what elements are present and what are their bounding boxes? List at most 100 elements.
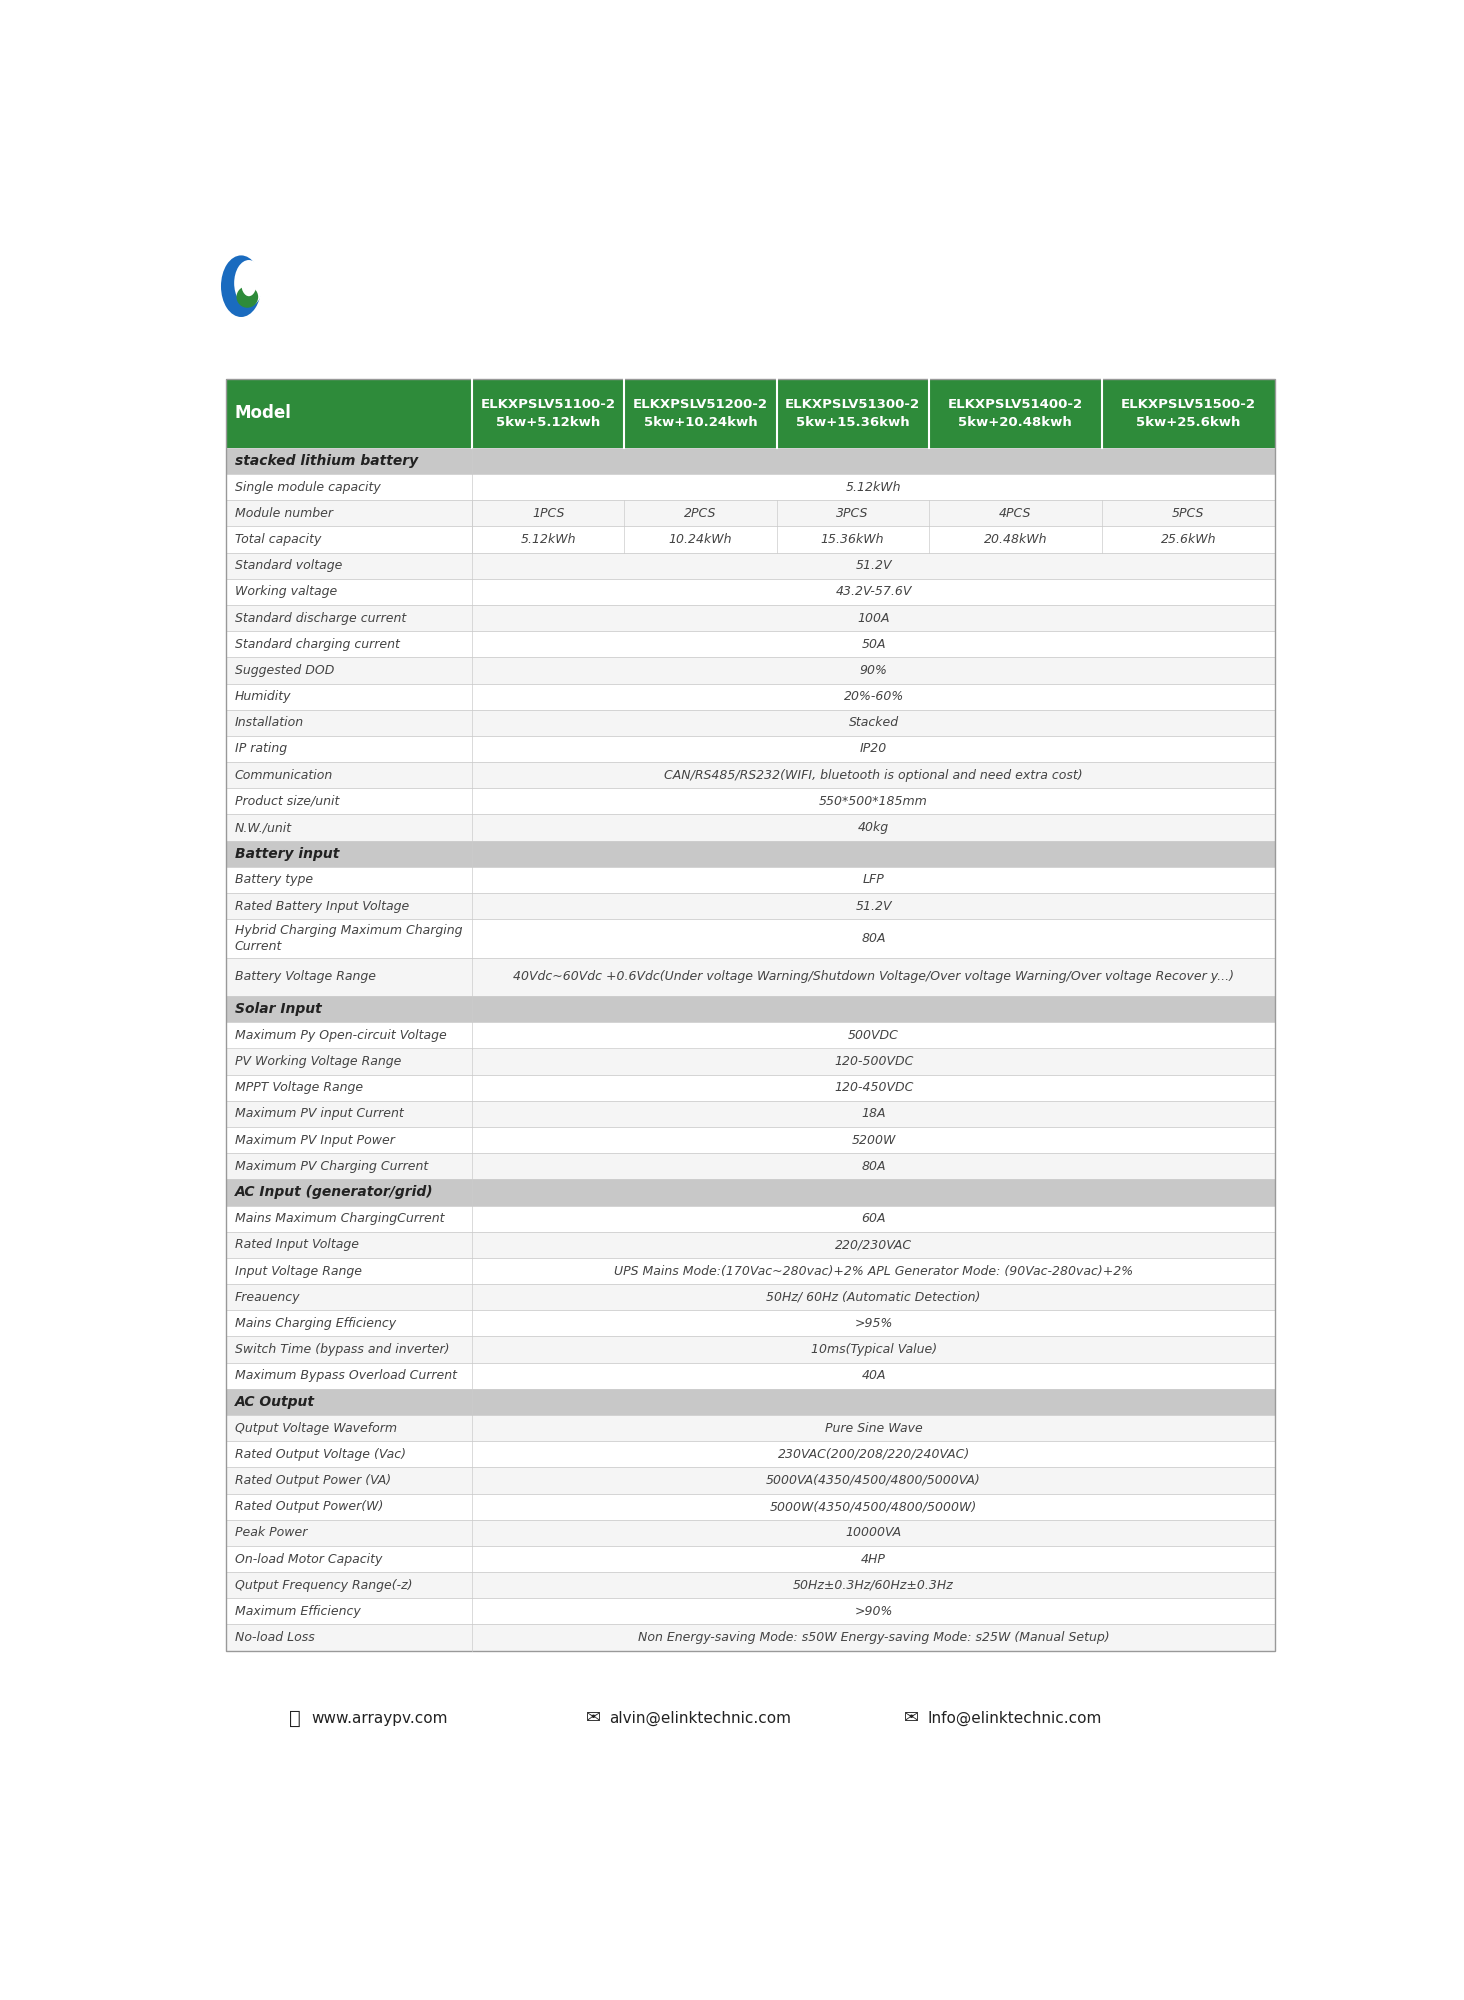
Text: 40Vdc~60Vdc +0.6Vdc(Under voltage Warning/Shutdown Voltage/Over voltage Warning/: 40Vdc~60Vdc +0.6Vdc(Under voltage Warnin… xyxy=(512,970,1234,984)
Bar xyxy=(225,378,1275,1650)
Text: Rated Output Power (VA): Rated Output Power (VA) xyxy=(234,1474,391,1486)
Text: On-load Motor Capacity: On-load Motor Capacity xyxy=(234,1552,382,1566)
Bar xyxy=(225,526,1275,552)
Text: Working valtage: Working valtage xyxy=(234,586,337,598)
Text: Mains Maximum ChargingCurrent: Mains Maximum ChargingCurrent xyxy=(234,1212,445,1226)
Text: ELKXPSLV51500-2
5kw+25.6kwh: ELKXPSLV51500-2 5kw+25.6kwh xyxy=(1121,398,1256,428)
Text: 25.6kWh: 25.6kWh xyxy=(1161,534,1217,546)
Bar xyxy=(225,578,1275,604)
Text: Model: Model xyxy=(234,404,291,422)
Text: Battery input: Battery input xyxy=(234,846,340,860)
Bar xyxy=(225,710,1275,736)
Text: Stacked: Stacked xyxy=(849,716,899,730)
Bar xyxy=(225,1416,1275,1442)
Text: Peak Power: Peak Power xyxy=(234,1526,307,1540)
Text: Qutput Frequency Range(-z): Qutput Frequency Range(-z) xyxy=(234,1578,413,1592)
Bar xyxy=(225,1048,1275,1074)
Text: 20%-60%: 20%-60% xyxy=(843,690,903,704)
Text: Info@elinktechnic.com: Info@elinktechnic.com xyxy=(927,1710,1101,1726)
Text: alvin@elinktechnic.com: alvin@elinktechnic.com xyxy=(609,1710,791,1726)
Text: 50Hz±0.3Hz/60Hz±0.3Hz: 50Hz±0.3Hz/60Hz±0.3Hz xyxy=(793,1578,955,1592)
Text: Rated Output Voltage (Vac): Rated Output Voltage (Vac) xyxy=(234,1448,406,1460)
Text: 51.2V: 51.2V xyxy=(855,560,892,572)
Text: LFP: LFP xyxy=(862,874,884,886)
Text: 500VDC: 500VDC xyxy=(848,1028,899,1042)
Text: Maximum PV input Current: Maximum PV input Current xyxy=(234,1108,404,1120)
Text: Product size/unit: Product size/unit xyxy=(234,794,340,808)
Bar xyxy=(225,604,1275,632)
Text: Maximum Bypass Overload Current: Maximum Bypass Overload Current xyxy=(234,1370,457,1382)
Text: 60A: 60A xyxy=(861,1212,886,1226)
Bar xyxy=(225,1310,1275,1336)
Text: Rated Input Voltage: Rated Input Voltage xyxy=(234,1238,359,1252)
Text: Solar Input: Solar Input xyxy=(234,1002,322,1016)
Text: ✉: ✉ xyxy=(903,1710,919,1728)
Text: Non Energy-saving Mode: s50W Energy-saving Mode: s25W (Manual Setup): Non Energy-saving Mode: s50W Energy-savi… xyxy=(638,1632,1110,1644)
Text: 15.36kWh: 15.36kWh xyxy=(821,534,884,546)
Text: Communication: Communication xyxy=(234,768,334,782)
Text: 4PCS: 4PCS xyxy=(998,506,1032,520)
Text: Standard voltage: Standard voltage xyxy=(234,560,343,572)
Text: ⓔ: ⓔ xyxy=(290,1708,302,1728)
Text: Module number: Module number xyxy=(234,506,332,520)
Text: Freauency: Freauency xyxy=(234,1290,300,1304)
Text: CAN/RS485/RS232(WIFI, bluetooth is optional and need extra cost): CAN/RS485/RS232(WIFI, bluetooth is optio… xyxy=(665,768,1083,782)
Bar xyxy=(225,996,1275,1022)
Bar xyxy=(225,814,1275,840)
Bar xyxy=(225,736,1275,762)
Text: Standard discharge current: Standard discharge current xyxy=(234,612,406,624)
Bar xyxy=(225,920,1275,958)
Text: ELKXPSLV51400-2
5kw+20.48kwh: ELKXPSLV51400-2 5kw+20.48kwh xyxy=(947,398,1083,428)
Text: ✉: ✉ xyxy=(586,1710,602,1728)
Bar xyxy=(225,958,1275,996)
Text: Total capacity: Total capacity xyxy=(234,534,321,546)
Text: 80A: 80A xyxy=(861,1160,886,1172)
Text: 550*500*185mm: 550*500*185mm xyxy=(820,794,928,808)
Text: 5000VA(4350/4500/4800/5000VA): 5000VA(4350/4500/4800/5000VA) xyxy=(766,1474,981,1486)
Text: ELKXPSLV51100-2
5kw+5.12kwh: ELKXPSLV51100-2 5kw+5.12kwh xyxy=(480,398,616,428)
Bar xyxy=(225,1388,1275,1416)
Text: Standard charging current: Standard charging current xyxy=(234,638,400,650)
Text: Switch Time (bypass and inverter): Switch Time (bypass and inverter) xyxy=(234,1344,449,1356)
Text: Humidity: Humidity xyxy=(234,690,291,704)
Text: Rated Output Power(W): Rated Output Power(W) xyxy=(234,1500,384,1514)
Text: 2PCS: 2PCS xyxy=(684,506,717,520)
Text: IP20: IP20 xyxy=(859,742,887,756)
Text: Pure Sine Wave: Pure Sine Wave xyxy=(824,1422,922,1434)
Text: 10ms(Typical Value): 10ms(Typical Value) xyxy=(811,1344,937,1356)
Text: Hybrid Charging Maximum Charging
Current: Hybrid Charging Maximum Charging Current xyxy=(234,924,463,952)
Bar xyxy=(225,500,1275,526)
Bar xyxy=(225,684,1275,710)
Text: Battery type: Battery type xyxy=(234,874,313,886)
Bar xyxy=(225,1258,1275,1284)
Text: stacked lithium battery: stacked lithium battery xyxy=(234,454,419,468)
Text: Maximum Py Open-circuit Voltage: Maximum Py Open-circuit Voltage xyxy=(234,1028,447,1042)
Bar xyxy=(225,1154,1275,1180)
Bar xyxy=(225,1128,1275,1154)
Text: MPPT Voltage Range: MPPT Voltage Range xyxy=(234,1082,363,1094)
Text: 5000W(4350/4500/4800/5000W): 5000W(4350/4500/4800/5000W) xyxy=(770,1500,978,1514)
Ellipse shape xyxy=(234,260,264,306)
Ellipse shape xyxy=(221,256,261,316)
Bar xyxy=(225,762,1275,788)
Text: 50Hz/ 60Hz (Automatic Detection): 50Hz/ 60Hz (Automatic Detection) xyxy=(767,1290,981,1304)
Text: Mains Charging Efficiency: Mains Charging Efficiency xyxy=(234,1316,397,1330)
Text: 10.24kWh: 10.24kWh xyxy=(669,534,732,546)
Bar xyxy=(225,1074,1275,1100)
Bar xyxy=(225,1100,1275,1128)
Bar xyxy=(225,632,1275,658)
Bar xyxy=(225,1206,1275,1232)
Text: PV Working Voltage Range: PV Working Voltage Range xyxy=(234,1056,401,1068)
Text: Input Voltage Range: Input Voltage Range xyxy=(234,1264,362,1278)
Text: 1PCS: 1PCS xyxy=(531,506,565,520)
Bar xyxy=(225,1494,1275,1520)
Text: 20.48kWh: 20.48kWh xyxy=(984,534,1047,546)
Text: 90%: 90% xyxy=(859,664,887,676)
Text: Maximum PV Input Power: Maximum PV Input Power xyxy=(234,1134,395,1146)
Text: 51.2V: 51.2V xyxy=(855,900,892,912)
Bar xyxy=(225,378,1275,448)
Bar xyxy=(225,1624,1275,1650)
Bar xyxy=(225,1572,1275,1598)
Text: 5.12kWh: 5.12kWh xyxy=(521,534,575,546)
Text: ELKXPSLV51300-2
5kw+15.36kwh: ELKXPSLV51300-2 5kw+15.36kwh xyxy=(785,398,921,428)
